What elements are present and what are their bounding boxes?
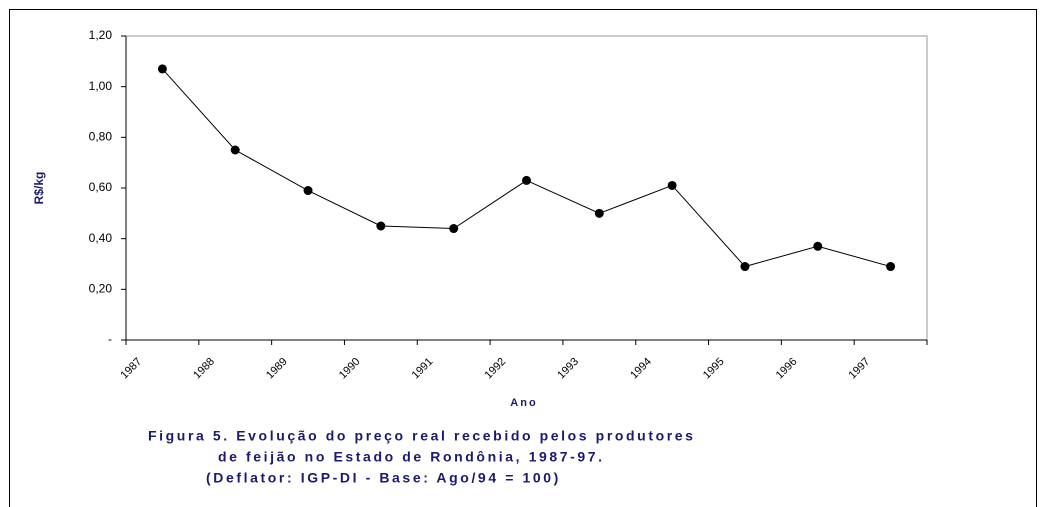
x-tick-label: 1993 — [555, 356, 581, 382]
x-tick-label: 1996 — [774, 356, 800, 382]
data-point — [157, 64, 167, 74]
data-point — [594, 208, 604, 218]
y-tick-label: 0,60 — [89, 180, 113, 194]
data-point — [522, 175, 531, 185]
x-tick-label: 1992 — [482, 356, 508, 382]
x-axis-title: Ano — [510, 397, 537, 409]
x-tick-label: 1997 — [847, 356, 873, 382]
caption-line: de feijão no Estado de Rondônia, 1987-97… — [218, 449, 605, 465]
data-point — [230, 145, 240, 155]
x-tick-label: 1989 — [264, 356, 290, 382]
x-tick-label: 1988 — [191, 356, 217, 382]
caption-line: (Deflator: IGP-DI - Base: Ago/94 = 100) — [206, 470, 561, 486]
x-tick-label: 1990 — [337, 356, 363, 382]
data-point — [376, 221, 386, 231]
x-tick-label: 1987 — [118, 356, 144, 382]
x-tick-label: 1991 — [410, 356, 436, 382]
y-tick-label: - — [108, 332, 112, 346]
y-tick-label: 0,20 — [89, 282, 113, 296]
y-tick-label: 0,40 — [89, 231, 113, 245]
caption-line: Figura 5. Evolução do preço real recebid… — [148, 428, 696, 444]
y-tick-label: 1,00 — [89, 79, 113, 93]
data-point — [303, 186, 313, 196]
y-tick-label: 0,80 — [89, 130, 113, 144]
data-point — [886, 262, 896, 272]
y-axis-title: R$/kg — [32, 172, 46, 205]
data-point — [667, 180, 677, 190]
y-tick-label: 1,20 — [89, 28, 113, 42]
x-tick-label: 1995 — [701, 356, 727, 382]
data-point — [449, 224, 459, 234]
data-point — [740, 262, 750, 272]
data-line — [162, 68, 891, 268]
plot-area — [125, 35, 928, 341]
x-tick-label: 1994 — [628, 356, 654, 382]
data-point — [813, 241, 823, 251]
